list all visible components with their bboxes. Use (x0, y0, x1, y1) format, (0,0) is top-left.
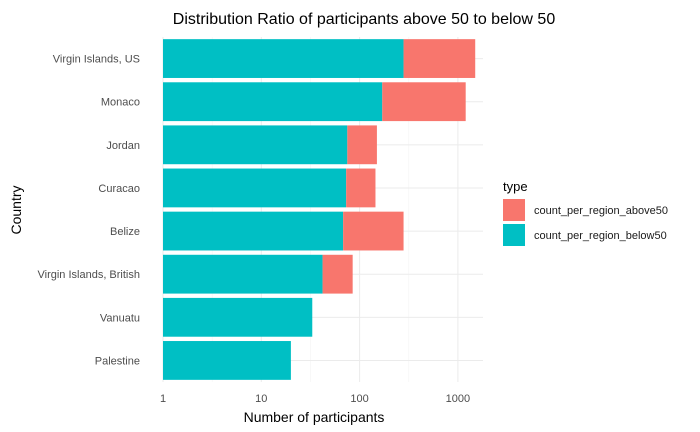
y-tick-label: Curacao (98, 183, 140, 195)
bar-below50 (163, 297, 313, 337)
legend-swatch-below50 (503, 224, 525, 246)
x-tick-label: 10 (255, 393, 267, 405)
legend-swatch-above50 (503, 199, 525, 221)
bar-above50 (343, 211, 404, 251)
x-tick-labels: 1 10 100 1000 (160, 393, 470, 405)
bar-below50 (163, 82, 383, 122)
y-tick-label: Virgin Islands, British (37, 269, 140, 281)
chart-title: Distribution Ratio of participants above… (173, 11, 556, 28)
y-tick-label: Belize (110, 226, 140, 238)
y-tick-label: Jordan (106, 140, 140, 152)
bar-above50 (403, 39, 476, 78)
y-tick-label: Monaco (101, 97, 140, 109)
bar-above50 (347, 125, 377, 165)
y-tick-labels: Virgin Islands, US Monaco Jordan Curacao Bel… (37, 54, 140, 368)
bar-below50 (163, 125, 348, 165)
legend-label-above50: count_per_region_above50 (534, 205, 668, 217)
bar-above50 (322, 254, 353, 294)
bar-above50 (382, 82, 466, 122)
bar-below50 (163, 168, 347, 208)
x-tick-label: 100 (350, 393, 368, 405)
y-tick-label: Palestine (95, 355, 140, 367)
x-tick-label: 1 (160, 393, 166, 405)
bars (163, 39, 476, 380)
legend: type count_per_region_above50 count_per_… (503, 179, 668, 246)
bar-below50 (163, 211, 344, 251)
x-axis-title: Number of participants (244, 409, 385, 425)
legend-label-below50: count_per_region_below50 (534, 230, 667, 242)
legend-title: type (503, 179, 528, 194)
bar-below50 (163, 254, 323, 294)
bar-below50 (163, 341, 291, 380)
bar-above50 (346, 168, 376, 208)
y-axis-title: Country (8, 185, 24, 234)
y-tick-label: Virgin Islands, US (53, 54, 140, 66)
bar-below50 (163, 39, 404, 78)
y-tick-label: Vanuatu (100, 312, 140, 324)
x-tick-label: 1000 (446, 393, 470, 405)
